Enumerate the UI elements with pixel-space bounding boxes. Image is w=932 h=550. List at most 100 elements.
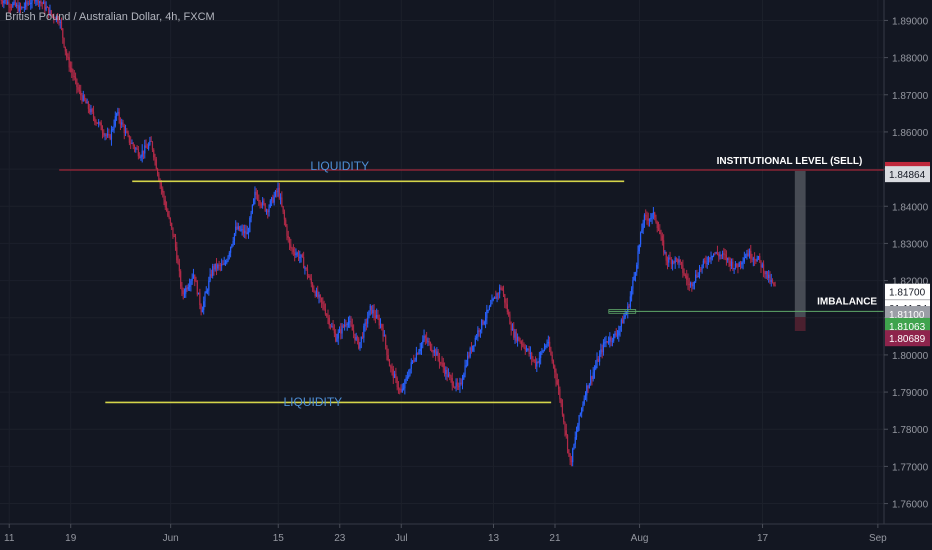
candle-body [336, 338, 338, 342]
candle-body [228, 252, 230, 257]
candle-body [219, 264, 221, 266]
candle-body [171, 222, 173, 228]
candle-body [312, 283, 314, 290]
candle-body [393, 373, 396, 378]
candle-body [575, 431, 578, 438]
candle-body [245, 230, 247, 235]
candle-body [529, 352, 531, 354]
candle-body [387, 354, 389, 361]
candle-body [695, 274, 697, 282]
candle-body [525, 349, 528, 351]
price-axis[interactable]: 1.890001.880001.870001.860001.850001.840… [884, 16, 929, 511]
candle-body [401, 388, 403, 392]
candle-body [561, 403, 564, 415]
candle-body [639, 232, 642, 245]
candle-body [668, 257, 670, 263]
candle-body [358, 338, 360, 349]
candle-body [319, 294, 321, 298]
candle-body [484, 318, 487, 322]
candle-body [17, 4, 19, 12]
candle-body [149, 140, 151, 145]
projection-bar[interactable] [794, 170, 806, 318]
candle-body [522, 344, 524, 346]
candle-body [96, 122, 98, 124]
candle-body [315, 290, 318, 296]
candle-body [3, 0, 5, 3]
candle-body [189, 285, 191, 287]
candle-body [127, 132, 129, 136]
candle-body [278, 187, 280, 198]
candle-body [674, 257, 676, 263]
candle-body [205, 290, 207, 294]
candle-body [614, 333, 616, 335]
candle-body [766, 271, 769, 279]
candle-body [636, 264, 638, 273]
candle-body [643, 215, 646, 223]
candle-body [760, 260, 762, 268]
candle-body [725, 254, 728, 261]
candle-body [607, 342, 610, 344]
candle-body [183, 293, 186, 295]
candle-body [299, 257, 301, 259]
candle-body [105, 134, 107, 136]
time-axis[interactable]: 11 19 Jun 15 23 Jul 13 21 Aug 17 Sep [4, 524, 887, 544]
candle-body [304, 267, 306, 269]
candle-body [76, 78, 78, 88]
candle-body [408, 375, 410, 378]
candle-body [145, 145, 147, 148]
candle-body [491, 300, 493, 305]
candle-body [14, 1, 16, 7]
candle-body [332, 326, 334, 330]
candle-body [587, 385, 589, 389]
candle-body [432, 351, 434, 353]
candle-body [139, 156, 141, 158]
candle-body [218, 264, 220, 266]
candle-body [551, 354, 553, 362]
candle-body [557, 384, 560, 390]
candle-body [624, 314, 626, 318]
candle-body [190, 280, 192, 286]
candle-body [255, 191, 257, 195]
candle-body [78, 89, 81, 91]
candle-body [613, 334, 615, 341]
candle-body [215, 263, 218, 269]
candle-body [684, 274, 687, 276]
candle-body [235, 226, 237, 234]
candle-body [290, 244, 292, 249]
candle-body [652, 212, 654, 215]
candle-body [45, 7, 47, 10]
candle-body [383, 335, 385, 337]
candle-body [344, 324, 346, 327]
candle-body [654, 212, 656, 218]
candle-body [122, 122, 124, 127]
candle-body [756, 258, 758, 262]
candle-body [656, 222, 658, 228]
candle-body [85, 100, 87, 104]
annotation-label: LIQUIDITY [310, 159, 369, 173]
candle-body [721, 253, 724, 256]
candle-body [443, 367, 446, 374]
candle-body [86, 102, 88, 104]
candle-body [165, 207, 168, 212]
candle-body [250, 212, 252, 218]
candle-body [187, 286, 189, 290]
candle-body [419, 348, 421, 352]
candle-body [10, 6, 13, 8]
candle-body [256, 194, 259, 200]
drawing-lines[interactable] [59, 169, 884, 404]
candle-body [396, 378, 398, 387]
candle-body [622, 319, 624, 324]
candle-body [241, 229, 243, 231]
candle-body [552, 361, 555, 366]
candle-body [372, 309, 374, 314]
candle-body [200, 305, 202, 313]
candle-body [706, 262, 708, 264]
candle-body [618, 330, 620, 336]
candle-body [477, 330, 479, 337]
candle-body [583, 398, 585, 405]
candle-body [598, 354, 601, 362]
candle-body [742, 261, 744, 263]
candle-body [173, 235, 175, 237]
